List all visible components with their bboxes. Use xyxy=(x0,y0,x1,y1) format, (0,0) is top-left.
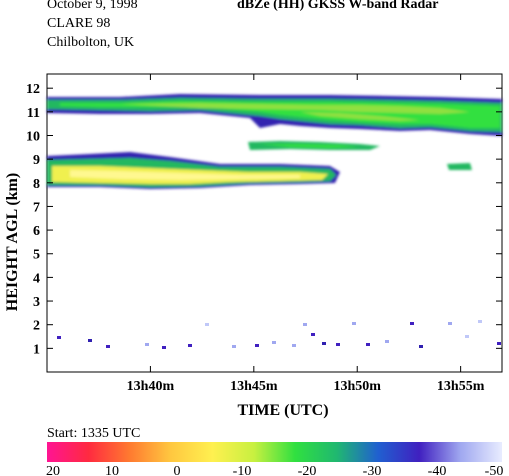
x-axis-title: TIME (UTC) xyxy=(237,402,328,419)
speckle-echo xyxy=(352,322,356,325)
chart-title: dBZe (HH) GKSS W-band Radar xyxy=(237,0,439,12)
patch-right xyxy=(447,163,472,170)
speckle-echo xyxy=(419,345,423,348)
y-axis-title: HEIGHT AGL (km) xyxy=(4,173,21,311)
y-tick-label: 10 xyxy=(26,129,40,144)
start-label: Start: 1335 UTC xyxy=(47,426,140,441)
x-tick-label: 13h55m xyxy=(437,379,485,394)
site-label: Chilbolton, UK xyxy=(47,35,135,50)
y-tick-label: 7 xyxy=(33,200,40,215)
speckle-echo xyxy=(322,342,326,345)
speckle-echo xyxy=(272,341,276,344)
x-tick-label: 13h45m xyxy=(230,379,278,394)
campaign-label: CLARE 98 xyxy=(47,16,111,31)
speckle-echo xyxy=(497,342,501,345)
date-label: October 9, 1998 xyxy=(47,0,138,12)
speckle-echo xyxy=(106,345,110,348)
speckle-echo xyxy=(478,320,482,323)
y-tick-label: 8 xyxy=(33,177,40,192)
speckle-echo xyxy=(311,333,315,336)
speckle-echo xyxy=(292,344,296,347)
speckle-echo xyxy=(57,336,61,339)
upper-layer-core2 xyxy=(300,112,420,121)
colorbar-label: -20 xyxy=(298,464,317,476)
speckle-echo xyxy=(385,340,389,343)
x-tick-label: 13h40m xyxy=(127,379,175,394)
speckle-echo xyxy=(255,344,259,347)
colorbar-label: 0 xyxy=(174,464,181,476)
y-tick-label: 1 xyxy=(33,342,40,357)
y-tick-label: 6 xyxy=(33,224,40,239)
speckle-echo xyxy=(88,339,92,342)
speckle-echo xyxy=(465,335,469,338)
radar-echoes xyxy=(47,94,502,189)
patch-mid-core xyxy=(258,144,360,148)
lower-layer-core xyxy=(70,170,300,180)
x-axis: 13h40m 13h45m 13h50m 13h55m xyxy=(127,74,485,394)
colorbar xyxy=(47,442,502,462)
colorbar-label: 20 xyxy=(46,464,60,476)
speckle-echo xyxy=(410,322,414,325)
colorbar-labels: 20 10 0 -10 -20 -30 -40 -50 xyxy=(46,464,503,476)
speckle-echo xyxy=(448,322,452,325)
y-tick-label: 5 xyxy=(33,248,40,263)
y-tick-label: 9 xyxy=(33,153,40,168)
speckle-echo xyxy=(232,345,236,348)
y-tick-label: 3 xyxy=(33,295,40,310)
colorbar-label: -40 xyxy=(428,464,447,476)
colorbar-label: -50 xyxy=(485,464,504,476)
y-tick-label: 4 xyxy=(33,271,40,286)
speckle-echo xyxy=(336,343,340,346)
speckle-echo xyxy=(162,346,166,349)
y-tick-label: 12 xyxy=(26,82,40,97)
speckle-echo xyxy=(366,343,370,346)
speckle-echo xyxy=(303,323,307,326)
low-level-speckles xyxy=(57,320,501,349)
colorbar-label: -30 xyxy=(363,464,382,476)
speckle-echo xyxy=(188,344,192,347)
upper-layer-core xyxy=(120,103,470,114)
colorbar-label: -10 xyxy=(233,464,252,476)
colorbar-label: 10 xyxy=(105,464,119,476)
y-tick-label: 2 xyxy=(33,319,40,334)
x-tick-label: 13h50m xyxy=(334,379,382,394)
speckle-echo xyxy=(205,323,209,326)
speckle-echo xyxy=(145,343,149,346)
y-tick-label: 11 xyxy=(27,106,40,121)
